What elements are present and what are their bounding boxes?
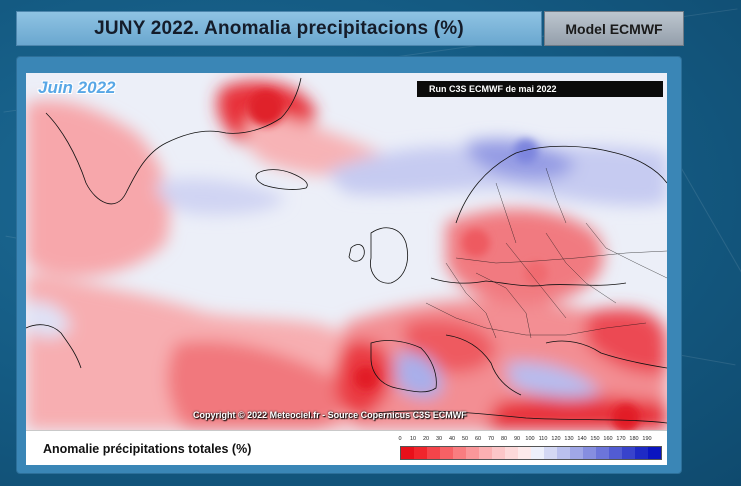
legend-swatch xyxy=(531,447,544,459)
run-label: Run C3S ECMWF de mai 2022 xyxy=(417,81,663,97)
legend-swatch xyxy=(596,447,609,459)
legend-bar: Anomalie précipitations totales (%) 0 10 2… xyxy=(26,430,667,465)
header-title-bar: JUNY 2022. Anomalia precipitacions (%) xyxy=(16,11,542,46)
legend-swatch xyxy=(583,447,596,459)
legend-swatch xyxy=(466,447,479,459)
legend-tick-label: 170 xyxy=(616,436,626,442)
legend-tick-label: 190 xyxy=(642,436,652,442)
legend-tick-label: 30 xyxy=(435,436,443,442)
legend-swatch xyxy=(453,447,466,459)
legend-swatch xyxy=(518,447,531,459)
anomaly-detail xyxy=(248,90,640,430)
legend-tick-label: 140 xyxy=(577,436,587,442)
anomaly-map: Juin 2022 Run C3S ECMWF de mai 2022 Copy… xyxy=(26,73,667,430)
legend-tick-label: 80 xyxy=(500,436,508,442)
legend-tick-label: 180 xyxy=(629,436,639,442)
legend-tick-label: 150 xyxy=(590,436,600,442)
legend-tick-label: 70 xyxy=(487,436,495,442)
legend-swatch xyxy=(505,447,518,459)
map-canvas xyxy=(26,73,667,430)
copyright-text: Copyright © 2022 Meteociel.fr - Source C… xyxy=(193,410,467,420)
coastlines xyxy=(26,77,667,424)
legend-swatch xyxy=(622,447,635,459)
legend-title: Anomalie précipitations totales (%) xyxy=(43,442,252,456)
legend-swatch xyxy=(570,447,583,459)
legend-swatch xyxy=(648,447,661,459)
anomaly-fill xyxy=(26,81,667,430)
legend-tick-label: 40 xyxy=(448,436,456,442)
model-label: Model ECMWF xyxy=(565,20,663,37)
country-borders xyxy=(425,167,667,339)
legend-swatch xyxy=(557,447,570,459)
legend-tick-label: 120 xyxy=(551,436,561,442)
legend-scale-labels: 0 10 20 30 40 50 60 70 80 90 100 110 120 130 140 150 160… xyxy=(397,436,653,444)
legend-tick-label: 110 xyxy=(538,436,548,442)
legend-swatch xyxy=(609,447,622,459)
legend-tick-label: 20 xyxy=(422,436,430,442)
legend-tick-label: 90 xyxy=(513,436,521,442)
legend-swatch xyxy=(427,447,440,459)
legend-tick-label: 130 xyxy=(564,436,574,442)
legend-tick-label: 0 xyxy=(398,436,402,442)
legend-tick-label: 50 xyxy=(461,436,469,442)
legend-color-scale xyxy=(400,446,662,460)
legend-swatch xyxy=(414,447,427,459)
legend-tick-label: 100 xyxy=(525,436,535,442)
map-title: Juin 2022 xyxy=(38,78,116,97)
page-title: JUNY 2022. Anomalia precipitacions (%) xyxy=(94,17,464,39)
legend-swatch xyxy=(479,447,492,459)
legend-swatch xyxy=(492,447,505,459)
model-badge: Model ECMWF xyxy=(544,11,684,46)
legend-tick-label: 160 xyxy=(603,436,613,442)
legend-swatch xyxy=(544,447,557,459)
legend-swatch xyxy=(635,447,648,459)
legend-tick-label: 60 xyxy=(474,436,482,442)
legend-tick-label: 10 xyxy=(409,436,417,442)
legend-swatch xyxy=(440,447,453,459)
legend-swatch xyxy=(401,447,414,459)
